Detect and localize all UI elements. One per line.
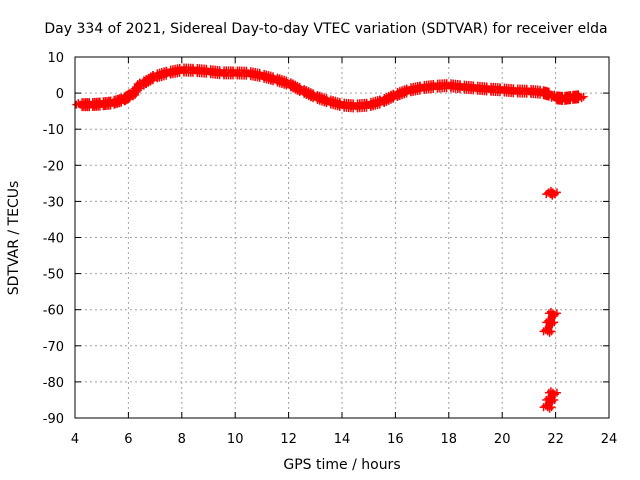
y-tick-label: -10 — [43, 123, 64, 138]
y-tick-label: -60 — [43, 304, 64, 319]
x-tick-label: 6 — [124, 432, 132, 447]
x-tick-label: 22 — [547, 432, 564, 447]
chart-title: Day 334 of 2021, Sidereal Day-to-day VTE… — [44, 21, 607, 37]
y-tick-label: -90 — [43, 412, 64, 427]
x-tick-label: 14 — [334, 432, 351, 447]
x-tick-label: 24 — [601, 432, 618, 447]
y-tick-label: 0 — [56, 87, 64, 102]
y-axis-label: SDTVAR / TECUs — [6, 181, 22, 296]
data-point — [552, 188, 561, 197]
y-tick-label: -80 — [43, 376, 64, 391]
y-tick-labels: 10 0 -10 -20 -30 -40 -50 -60 -70 -80 -90 — [43, 51, 64, 427]
y-tick-label: -20 — [43, 159, 64, 174]
x-tick-label: 18 — [441, 432, 458, 447]
data-points — [72, 63, 588, 413]
y-tick-label: -40 — [43, 232, 64, 247]
x-axis-label: GPS time / hours — [283, 457, 400, 473]
x-tick-label: 8 — [178, 432, 186, 447]
y-tick-label: 10 — [47, 51, 64, 66]
y-tick-label: -30 — [43, 195, 64, 210]
axis-ticks — [74, 56, 610, 419]
x-tick-label: 4 — [71, 432, 79, 447]
grid — [75, 57, 609, 418]
data-point — [552, 309, 561, 318]
data-point — [579, 92, 588, 101]
x-tick-label: 12 — [280, 432, 297, 447]
x-tick-label: 16 — [387, 432, 404, 447]
data-point — [552, 388, 561, 397]
x-tick-label: 20 — [494, 432, 511, 447]
x-tick-labels: 4 6 8 10 12 14 16 18 20 22 24 — [71, 432, 617, 447]
y-tick-label: -50 — [43, 268, 64, 283]
x-tick-label: 10 — [227, 432, 244, 447]
y-tick-label: -70 — [43, 340, 64, 355]
